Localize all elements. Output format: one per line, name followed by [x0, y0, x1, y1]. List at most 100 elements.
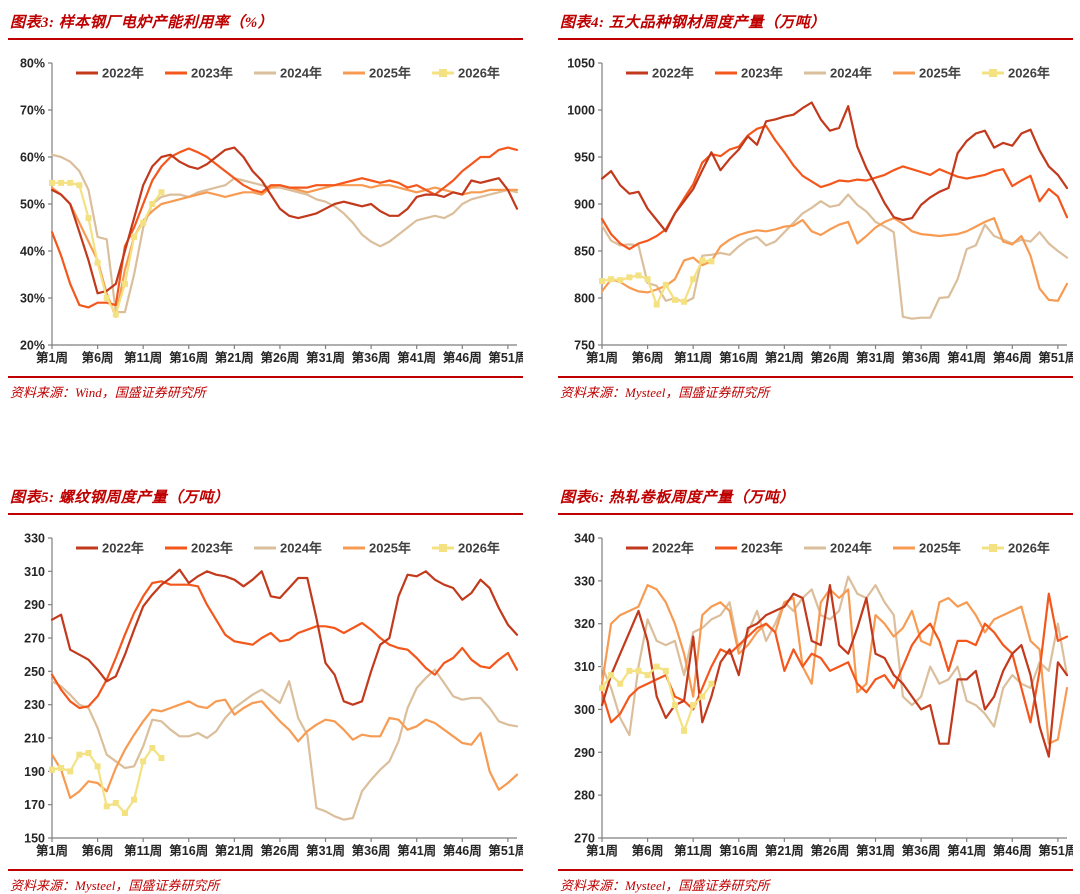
svg-text:第31周: 第31周	[306, 843, 345, 858]
svg-text:2022年: 2022年	[652, 541, 694, 556]
legend: 2022年 2023年 2024年 2025年 2026年	[626, 541, 1050, 556]
svg-text:900: 900	[574, 198, 595, 212]
series-2025年	[50, 698, 519, 800]
svg-text:第26周: 第26周	[260, 843, 299, 858]
series-2024年	[50, 153, 519, 314]
svg-text:第16周: 第16周	[169, 350, 208, 365]
figure-3-title-rule	[8, 38, 523, 40]
figure-3-source-rule	[8, 376, 523, 378]
series-2023年	[600, 592, 1069, 724]
svg-text:第11周: 第11周	[674, 350, 712, 365]
svg-text:2022年: 2022年	[652, 66, 694, 81]
svg-text:2025年: 2025年	[369, 541, 411, 556]
series-2023年	[50, 580, 519, 710]
figure-4-chart: 750 800 850 900 950 1000 1050 第1周 第6周 第11周 第16周 第21…	[558, 53, 1077, 371]
svg-text:第41周: 第41周	[397, 350, 436, 365]
figure-4-source-rule	[558, 376, 1073, 378]
series-2022年	[50, 568, 519, 706]
svg-text:2024年: 2024年	[830, 66, 872, 81]
svg-text:2026年: 2026年	[1008, 541, 1050, 556]
svg-text:第11周: 第11周	[124, 843, 162, 858]
svg-text:2023年: 2023年	[191, 66, 233, 81]
svg-text:50%: 50%	[20, 198, 45, 212]
svg-text:320: 320	[574, 617, 595, 631]
svg-text:230: 230	[24, 698, 45, 712]
svg-text:270: 270	[574, 832, 595, 846]
svg-text:1000: 1000	[567, 104, 595, 118]
svg-text:310: 310	[24, 565, 45, 579]
tick-labels: 150 170 190 210 230 250 270 290 310 330 第1周 第6周 第11周…	[24, 532, 527, 859]
chart-svg: 150 170 190 210 230 250 270 290 310 330 第1周 第6周 第11周…	[24, 532, 527, 859]
panel-figure-5: 图表5: 螺纹钢周度产量（万吨） 150 170 190 210 230 250 270 29…	[8, 485, 527, 894]
figure-3-title: 图表3: 样本钢厂电炉产能利用率（%）	[10, 15, 274, 31]
svg-text:第41周: 第41周	[947, 843, 986, 858]
svg-text:850: 850	[574, 245, 595, 259]
figure-5-source-rule	[8, 869, 523, 871]
svg-text:2022年: 2022年	[102, 66, 144, 81]
svg-text:290: 290	[24, 598, 45, 612]
panel-figure-4: 图表4: 五大品种钢材周度产量（万吨） 750 800 850 900 950 1000 1…	[558, 10, 1077, 401]
series-2022年	[50, 146, 519, 295]
svg-text:第41周: 第41周	[947, 350, 986, 365]
svg-text:第26周: 第26周	[260, 350, 299, 365]
figure-6-title: 图表6: 热轧卷板周度产量（万吨）	[560, 490, 795, 506]
legend: 2022年 2023年 2024年 2025年 2026年	[76, 541, 500, 556]
svg-text:第21周: 第21周	[215, 350, 254, 365]
svg-text:2023年: 2023年	[191, 541, 233, 556]
svg-text:330: 330	[24, 532, 45, 546]
svg-text:2025年: 2025年	[919, 66, 961, 81]
figure-4-source: 资料来源：Mysteel，国盛证券研究所	[560, 385, 770, 400]
legend: 2022年 2023年 2024年 2025年 2026年	[76, 66, 500, 81]
series-2026年	[599, 663, 715, 734]
svg-text:第21周: 第21周	[765, 350, 804, 365]
svg-text:第41周: 第41周	[397, 843, 436, 858]
svg-text:250: 250	[24, 665, 45, 679]
svg-text:第51周: 第51周	[488, 843, 523, 858]
series-2026年	[49, 745, 165, 816]
series-2024年	[50, 668, 519, 821]
svg-text:第31周: 第31周	[306, 350, 345, 365]
figure-6-source-rule	[558, 869, 1073, 871]
svg-text:第16周: 第16周	[719, 843, 758, 858]
figure-3-source: 资料来源：Wind，国盛证券研究所	[10, 385, 206, 400]
legend: 2022年 2023年 2024年 2025年 2026年	[626, 66, 1050, 81]
tick-labels: 20%30%40%50%60%70%80%第1周 第6周 第11周 第16周 第21周第…	[20, 57, 527, 366]
svg-text:2026年: 2026年	[458, 541, 500, 556]
svg-text:60%: 60%	[20, 151, 45, 165]
svg-text:第1周: 第1周	[586, 350, 618, 365]
svg-text:270: 270	[24, 632, 45, 646]
svg-text:190: 190	[24, 765, 45, 779]
figure-3-chart: 20% 30% 40% 50% 60% 70% 80% 第1周 第6周 第11周 第16周 第21周第…	[8, 53, 527, 371]
svg-text:第6周: 第6周	[632, 350, 664, 365]
svg-text:第11周: 第11周	[674, 843, 712, 858]
svg-text:2023年: 2023年	[741, 541, 783, 556]
svg-text:第36周: 第36周	[902, 843, 941, 858]
svg-text:2025年: 2025年	[919, 541, 961, 556]
axes	[598, 537, 1067, 842]
svg-text:2024年: 2024年	[830, 541, 872, 556]
svg-text:340: 340	[574, 532, 595, 546]
svg-text:第21周: 第21周	[765, 843, 804, 858]
svg-text:第21周: 第21周	[215, 843, 254, 858]
svg-text:800: 800	[574, 292, 595, 306]
svg-text:750: 750	[574, 339, 595, 353]
svg-text:210: 210	[24, 732, 45, 746]
svg-text:第16周: 第16周	[719, 350, 758, 365]
svg-text:280: 280	[574, 789, 595, 803]
svg-text:310: 310	[574, 660, 595, 674]
svg-text:150: 150	[24, 832, 45, 846]
series-2026年	[49, 179, 165, 318]
svg-text:第51周: 第51周	[1038, 843, 1073, 858]
svg-text:第46周: 第46周	[993, 843, 1032, 858]
svg-text:第1周: 第1周	[586, 843, 618, 858]
series-2023年	[600, 124, 1069, 251]
figure-5-title: 图表5: 螺纹钢周度产量（万吨）	[10, 490, 230, 506]
axes	[598, 62, 1067, 349]
svg-text:第36周: 第36周	[902, 350, 941, 365]
svg-text:第26周: 第26周	[810, 843, 849, 858]
svg-text:30%: 30%	[20, 292, 45, 306]
svg-text:290: 290	[574, 746, 595, 760]
